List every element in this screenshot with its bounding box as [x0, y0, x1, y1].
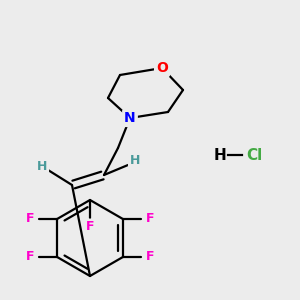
Text: F: F — [26, 250, 34, 263]
Text: Cl: Cl — [246, 148, 262, 163]
Text: N: N — [124, 111, 136, 125]
Text: F: F — [146, 212, 154, 226]
Text: H: H — [37, 160, 47, 172]
Text: F: F — [26, 212, 34, 226]
Text: F: F — [146, 250, 154, 263]
Text: H: H — [130, 154, 140, 166]
Text: H: H — [214, 148, 226, 163]
Text: F: F — [86, 220, 94, 233]
Text: O: O — [156, 61, 168, 75]
